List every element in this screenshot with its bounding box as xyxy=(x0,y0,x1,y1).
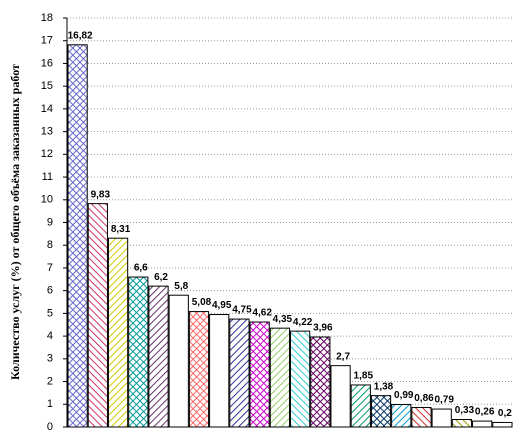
bar xyxy=(148,285,169,428)
value-label: 0,33 xyxy=(455,405,475,416)
value-label: 16,82 xyxy=(68,30,93,41)
value-label: 8,31 xyxy=(111,224,131,235)
y-tick-label: 18 xyxy=(41,12,53,24)
y-tick-label: 2 xyxy=(47,375,53,387)
y-tick-label: 1 xyxy=(47,398,53,410)
bar xyxy=(391,404,412,428)
bar xyxy=(310,336,331,428)
y-tick-label: 8 xyxy=(47,239,53,251)
value-label: 1,85 xyxy=(354,371,374,382)
bar xyxy=(290,330,311,428)
value-label: 1,38 xyxy=(374,381,394,392)
value-label: 6,6 xyxy=(134,263,148,274)
bar xyxy=(209,314,230,428)
y-tick-label: 4 xyxy=(47,330,53,342)
bar xyxy=(472,420,493,428)
bar xyxy=(411,406,432,428)
value-label: 5,08 xyxy=(192,297,212,308)
y-tick-label: 3 xyxy=(47,353,53,365)
bar xyxy=(107,237,129,428)
y-tick-label: 6 xyxy=(47,285,53,297)
y-tick-label: 11 xyxy=(42,171,53,183)
y-tick-label: 14 xyxy=(41,103,53,115)
value-label: 0,99 xyxy=(394,390,414,401)
y-axis-label: Количество услуг (%) от общего объёма за… xyxy=(8,64,22,380)
value-label: 4,95 xyxy=(212,300,232,311)
bar xyxy=(269,327,291,428)
y-tick-label: 15 xyxy=(41,80,53,92)
y-tick-label: 5 xyxy=(47,307,53,319)
y-tick-label: 17 xyxy=(41,35,53,47)
bar xyxy=(87,203,108,428)
y-tick-label: 12 xyxy=(41,148,53,160)
bar xyxy=(229,318,250,428)
value-label: 4,75 xyxy=(232,305,252,316)
bar xyxy=(168,294,189,428)
bar xyxy=(128,276,149,428)
value-label: 0,2 xyxy=(498,408,512,419)
value-label: 0,86 xyxy=(414,393,434,404)
value-label: 4,22 xyxy=(293,317,313,328)
value-label: 3,96 xyxy=(313,323,333,334)
bar xyxy=(188,311,210,428)
value-label: 6,2 xyxy=(154,272,168,283)
bar xyxy=(492,421,513,428)
bar xyxy=(431,408,452,428)
value-label: 0,26 xyxy=(475,407,495,418)
bar xyxy=(249,321,270,428)
value-label: 4,35 xyxy=(273,314,293,325)
y-tick-label: 10 xyxy=(41,194,53,206)
bar xyxy=(350,384,371,428)
bar xyxy=(330,365,351,428)
value-label: 9,83 xyxy=(91,189,111,200)
y-tick-label: 7 xyxy=(47,262,53,274)
value-label: 2,7 xyxy=(336,351,350,362)
value-label: 4,62 xyxy=(252,308,272,319)
value-label: 0,79 xyxy=(434,395,454,406)
value-label: 5,8 xyxy=(174,281,188,292)
y-tick-label: 13 xyxy=(41,126,53,138)
bar xyxy=(370,395,392,428)
y-tick-label: 16 xyxy=(41,57,53,69)
bar xyxy=(67,44,88,428)
bar xyxy=(451,419,473,428)
y-tick-label: 0 xyxy=(47,421,53,433)
y-tick-label: 9 xyxy=(47,216,53,228)
